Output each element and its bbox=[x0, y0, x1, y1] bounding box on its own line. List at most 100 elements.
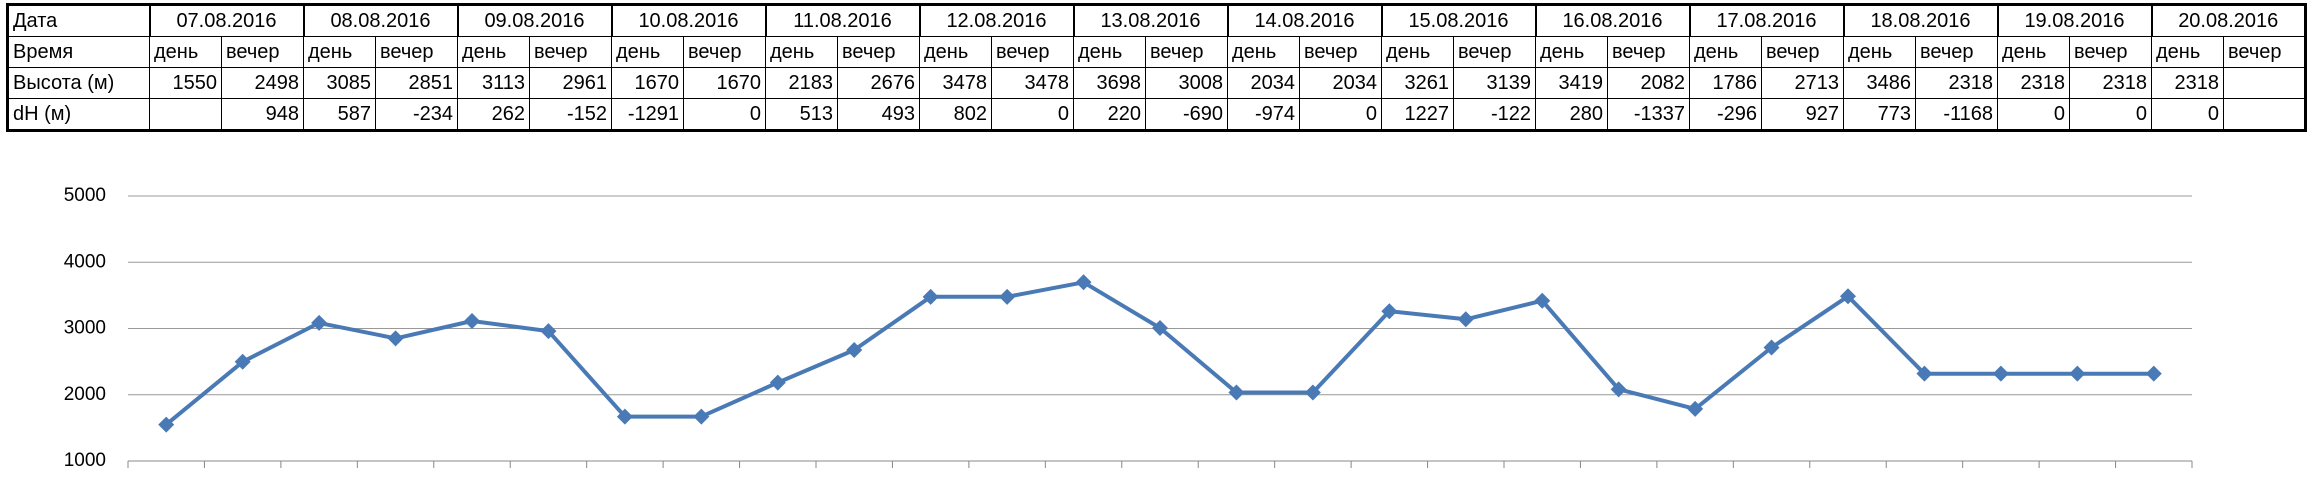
table-cell: 2318 bbox=[2151, 67, 2224, 99]
table-cell: день bbox=[919, 36, 992, 68]
table-cell: 3478 bbox=[919, 67, 992, 99]
data-marker bbox=[2145, 365, 2162, 382]
table-cell: Дата bbox=[7, 4, 150, 37]
data-marker bbox=[1152, 319, 1168, 336]
data-marker bbox=[311, 314, 328, 331]
table-cell: 2851 bbox=[375, 67, 458, 99]
y-tick-label: 4000 bbox=[64, 251, 106, 272]
data-marker bbox=[1457, 311, 1474, 328]
data-marker bbox=[1916, 365, 1933, 382]
table-cell: 0 bbox=[1299, 98, 1382, 131]
table-cell: вечер bbox=[1761, 36, 1844, 68]
data-marker bbox=[1228, 384, 1245, 401]
table-cell: вечер bbox=[375, 36, 458, 68]
table-cell: 2498 bbox=[221, 67, 304, 99]
table-cell: 10.08.2016 bbox=[610, 4, 766, 37]
table-cell: вечер bbox=[529, 36, 612, 68]
table-cell: день bbox=[1535, 36, 1608, 68]
table-cell: день bbox=[1227, 36, 1300, 68]
table-cell: день bbox=[1997, 36, 2070, 68]
table-cell: 1670 bbox=[683, 67, 766, 99]
table-cell: день bbox=[765, 36, 838, 68]
data-marker bbox=[1763, 339, 1780, 356]
table-cell: 3698 bbox=[1073, 67, 1146, 99]
data-marker bbox=[922, 288, 939, 305]
table-cell: 07.08.2016 bbox=[148, 4, 304, 37]
data-marker bbox=[1610, 381, 1627, 398]
data-marker bbox=[387, 330, 404, 347]
table-cell: вечер bbox=[1915, 36, 1998, 68]
table-cell: 493 bbox=[837, 98, 920, 131]
table-cell: вечер bbox=[991, 36, 1074, 68]
table-cell: 1550 bbox=[149, 67, 222, 99]
table-cell: 18.08.2016 bbox=[1842, 4, 1998, 37]
y-tick-label: 1000 bbox=[64, 450, 106, 471]
table-cell: 220 bbox=[1073, 98, 1146, 131]
table-cell: 280 bbox=[1535, 98, 1608, 131]
table-cell: вечер bbox=[1299, 36, 1382, 68]
data-marker bbox=[158, 416, 175, 433]
table-cell: 0 bbox=[683, 98, 766, 131]
data-marker bbox=[2069, 365, 2086, 382]
table-cell: 14.08.2016 bbox=[1226, 4, 1382, 37]
table-cell: 2082 bbox=[1607, 67, 1690, 99]
table-cell: день bbox=[2151, 36, 2224, 68]
table-cell: 3113 bbox=[457, 67, 530, 99]
table-cell: 587 bbox=[303, 98, 376, 131]
table-cell: 2961 bbox=[529, 67, 612, 99]
table-cell: день bbox=[1381, 36, 1454, 68]
data-marker bbox=[846, 341, 863, 358]
table-cell: 0 bbox=[1997, 98, 2070, 131]
data-marker bbox=[693, 408, 710, 425]
table-cell: 0 bbox=[2069, 98, 2152, 131]
table-cell: вечер bbox=[1453, 36, 1536, 68]
table-row: Время день вечер день вечер день вечер день вече… bbox=[7, 36, 2306, 68]
table-cell: -234 bbox=[375, 98, 458, 131]
data-marker bbox=[616, 408, 633, 425]
table-cell: вечер bbox=[221, 36, 304, 68]
table-cell: 3139 bbox=[1453, 67, 1536, 99]
table-cell: -122 bbox=[1453, 98, 1536, 131]
data-marker bbox=[540, 323, 557, 340]
table-cell bbox=[2223, 67, 2306, 99]
table-cell: вечер bbox=[683, 36, 766, 68]
data-marker bbox=[464, 313, 480, 330]
table-cell: 3419 bbox=[1535, 67, 1608, 99]
table-cell: 3008 bbox=[1145, 67, 1228, 99]
series-line bbox=[164, 280, 2154, 427]
table-cell: 802 bbox=[919, 98, 992, 131]
table-cell: 08.08.2016 bbox=[302, 4, 458, 37]
table-cell: 11.08.2016 bbox=[764, 4, 920, 37]
data-table: Дата 07.08.2016 08.08.2016 09.08.2016 10.08.… bbox=[6, 3, 2307, 132]
table-cell: 20.08.2016 bbox=[2150, 4, 2306, 37]
table-cell bbox=[149, 98, 222, 131]
table-cell: -1337 bbox=[1607, 98, 1690, 131]
table-cell: 0 bbox=[991, 98, 1074, 131]
table-cell: 3478 bbox=[991, 67, 1074, 99]
table-cell: 2318 bbox=[1997, 67, 2070, 99]
table-cell: 0 bbox=[2151, 98, 2224, 131]
table-cell: 2318 bbox=[1915, 67, 1998, 99]
data-marker bbox=[1534, 292, 1551, 309]
table-cell: день bbox=[1843, 36, 1916, 68]
table-cell: 2034 bbox=[1227, 67, 1300, 99]
data-marker bbox=[1381, 303, 1398, 320]
table-cell: -974 bbox=[1227, 98, 1300, 131]
table-cell: день bbox=[303, 36, 376, 68]
table-cell: день bbox=[457, 36, 530, 68]
data-marker bbox=[1992, 365, 2009, 382]
table-cell: вечер bbox=[2069, 36, 2152, 68]
table-row: dH (м) 948 587 -234 262 -152 -1291 0 513 493 802 0 2… bbox=[7, 98, 2306, 131]
table-cell: 16.08.2016 bbox=[1534, 4, 1690, 37]
table-cell: вечер bbox=[2223, 36, 2306, 68]
table-cell: 2713 bbox=[1761, 67, 1844, 99]
data-marker bbox=[1075, 274, 1092, 291]
table-cell: день bbox=[1073, 36, 1146, 68]
table-cell: день bbox=[1689, 36, 1762, 68]
table-cell: 2676 bbox=[837, 67, 920, 99]
table-cell: день bbox=[149, 36, 222, 68]
y-tick-label: 2000 bbox=[64, 384, 106, 405]
table-cell: 2318 bbox=[2069, 67, 2152, 99]
table-cell: -152 bbox=[529, 98, 612, 131]
